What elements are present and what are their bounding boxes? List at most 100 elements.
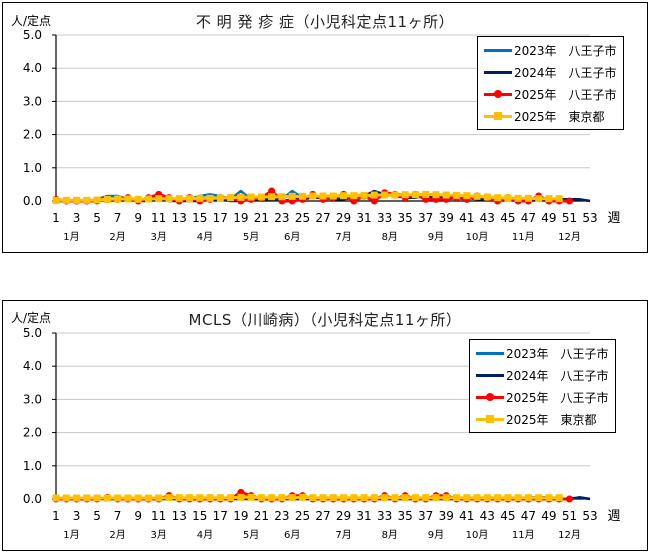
x-tick-label: 37 xyxy=(418,211,433,225)
x-tick-label: 9 xyxy=(134,211,142,225)
x-tick-label: 7 xyxy=(114,509,122,523)
y-tick-label: 5.0 xyxy=(23,28,42,42)
line-icon xyxy=(484,65,512,79)
x-tick-label: 33 xyxy=(377,509,392,523)
x-tick-label: 13 xyxy=(172,509,187,523)
series-3 xyxy=(52,190,563,204)
legend-label: 2025年 東京都 xyxy=(514,109,605,124)
line-icon xyxy=(476,346,504,360)
y-unit-label: 人/定点 xyxy=(11,14,52,28)
x-tick-label: 29 xyxy=(336,509,351,523)
legend-label: 2024年 八王子市 xyxy=(514,65,617,80)
legend-label: 2023年 八王子市 xyxy=(506,346,609,361)
chart-unexplained-rash: 0.0 1.0 2.0 3.0 4.0 5.0 1 3 5 7 9 11 13 15 17 19 21 23 25 2… xyxy=(2,2,648,253)
chart-title: 不 明 発 疹 症（小児科定点11ヶ所） xyxy=(195,13,455,31)
chart-kawasaki: 0.0 1.0 2.0 3.0 4.0 5.0 1 3 5 7 9 11 13 15 17 19 21 23 25 2… xyxy=(2,300,648,551)
x-tick-label: 37 xyxy=(418,509,433,523)
legend: 2023年 八王子市 2024年 八王子市 2025年 八王子市 2025年 東京都 xyxy=(469,339,616,433)
x-tick-label: 41 xyxy=(459,211,474,225)
legend-item: 2025年 東京都 xyxy=(484,105,617,127)
legend-label: 2025年 東京都 xyxy=(506,412,597,427)
month-label: 9月 xyxy=(428,231,444,243)
x-tick-label: 27 xyxy=(315,509,330,523)
line-icon xyxy=(484,43,512,57)
y-tick-label: 0.0 xyxy=(23,492,42,506)
x-tick-label: 33 xyxy=(377,211,392,225)
y-tick-label: 1.0 xyxy=(23,161,42,175)
legend-item: 2024年 八王子市 xyxy=(476,364,609,386)
month-label: 10月 xyxy=(466,529,489,541)
x-tick-label: 35 xyxy=(398,211,413,225)
x-tick-label: 29 xyxy=(336,211,351,225)
x-tick-label: 23 xyxy=(274,211,289,225)
x-tick-label: 3 xyxy=(73,509,81,523)
month-label: 11月 xyxy=(512,231,535,243)
month-label: 5月 xyxy=(243,231,259,243)
x-tick-label: 15 xyxy=(192,509,207,523)
x-tick-label: 21 xyxy=(254,211,269,225)
month-label: 11月 xyxy=(512,529,535,541)
legend-label: 2025年 八王子市 xyxy=(514,87,617,102)
x-tick-label: 31 xyxy=(356,211,371,225)
x-tick-label: 45 xyxy=(500,509,515,523)
y-tick-label: 0.0 xyxy=(23,194,42,208)
x-tick-label: 11 xyxy=(151,509,166,523)
x-tick-label: 21 xyxy=(254,509,269,523)
legend-item: 2025年 八王子市 xyxy=(476,386,609,408)
legend-label: 2023年 八王子市 xyxy=(514,43,617,58)
x-tick-label: 39 xyxy=(439,509,454,523)
x-unit-label: 週 xyxy=(607,509,620,524)
month-label: 4月 xyxy=(197,529,213,541)
x-tick-label: 9 xyxy=(134,509,142,523)
legend: 2023年 八王子市 2024年 八王子市 2025年 八王子市 2025年 東京都 xyxy=(477,36,624,130)
x-tick-label: 51 xyxy=(562,509,577,523)
x-tick-label: 53 xyxy=(582,211,597,225)
y-tick-label: 4.0 xyxy=(23,359,42,373)
month-label: 9月 xyxy=(428,529,444,541)
x-tick-label: 47 xyxy=(521,211,536,225)
square-marker-icon xyxy=(476,412,504,426)
y-tick-label: 3.0 xyxy=(23,94,42,108)
chart-title: MCLS（川崎病）（小児科定点11ヶ所） xyxy=(188,311,462,329)
x-tick-label: 1 xyxy=(52,509,60,523)
month-label: 2月 xyxy=(109,529,125,541)
month-label: 8月 xyxy=(382,529,398,541)
x-tick-label: 17 xyxy=(213,211,228,225)
circle-marker-icon xyxy=(476,390,504,404)
x-tick-label: 39 xyxy=(439,211,454,225)
x-tick-label: 43 xyxy=(480,211,495,225)
square-marker-icon xyxy=(484,109,512,123)
x-tick-label: 23 xyxy=(274,509,289,523)
x-tick-label: 13 xyxy=(172,211,187,225)
x-tick-label: 11 xyxy=(151,211,166,225)
x-tick-label: 5 xyxy=(93,211,101,225)
legend-item: 2023年 八王子市 xyxy=(476,342,609,364)
x-tick-label: 27 xyxy=(315,211,330,225)
month-label: 2月 xyxy=(109,231,125,243)
x-tick-label: 17 xyxy=(213,509,228,523)
month-label: 4月 xyxy=(197,231,213,243)
x-unit-label: 週 xyxy=(607,211,620,226)
legend-item: 2025年 八王子市 xyxy=(484,83,617,105)
month-label: 12月 xyxy=(558,529,581,541)
x-tick-label: 5 xyxy=(93,509,101,523)
y-tick-label: 2.0 xyxy=(23,426,42,440)
x-tick-label: 7 xyxy=(114,211,122,225)
x-tick-label: 51 xyxy=(562,211,577,225)
y-tick-label: 5.0 xyxy=(23,326,42,340)
line-icon xyxy=(476,368,504,382)
x-tick-label: 25 xyxy=(295,509,310,523)
series-3 xyxy=(52,493,563,502)
x-tick-label: 3 xyxy=(73,211,81,225)
legend-label: 2024年 八王子市 xyxy=(506,368,609,383)
month-label: 6月 xyxy=(284,529,300,541)
x-tick-label: 43 xyxy=(480,509,495,523)
y-tick-label: 4.0 xyxy=(23,61,42,75)
x-tick-label: 1 xyxy=(52,211,60,225)
x-tick-label: 45 xyxy=(500,211,515,225)
y-unit-label: 人/定点 xyxy=(11,311,52,325)
x-tick-label: 47 xyxy=(521,509,536,523)
month-label: 1月 xyxy=(63,529,79,541)
y-tick-label: 2.0 xyxy=(23,128,42,142)
plot-area: 0.01.02.03.04.05.01 3 5 7 9 11 13 15 17 19 21 23 25 2… xyxy=(23,28,621,243)
